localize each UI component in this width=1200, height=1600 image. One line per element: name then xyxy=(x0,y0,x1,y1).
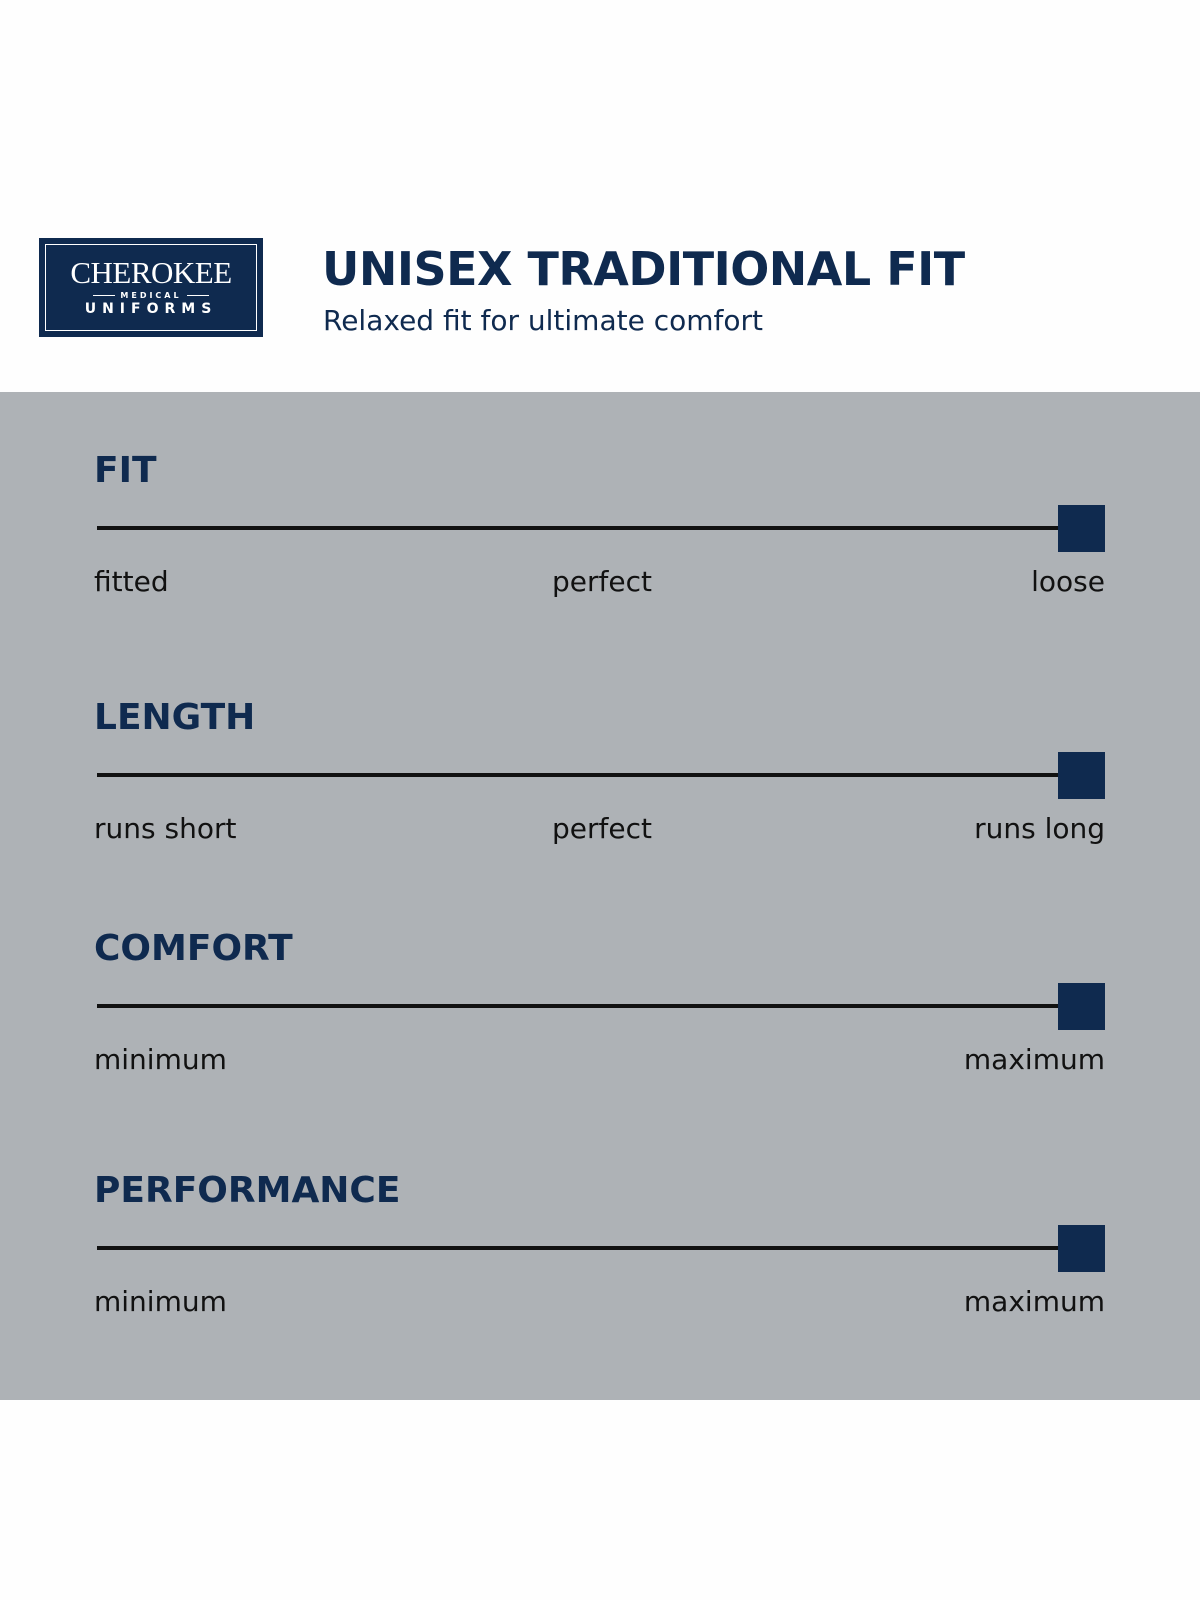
scale-track xyxy=(97,526,1081,530)
page-subtitle: Relaxed fit for ultimate comfort xyxy=(323,304,763,337)
fit-scales-panel xyxy=(0,392,1200,1400)
page-title: UNISEX TRADITIONAL FIT xyxy=(322,242,965,296)
scale-label: minimum xyxy=(94,1043,227,1076)
scale-track xyxy=(97,1004,1081,1008)
scale-label: loose xyxy=(1031,565,1105,598)
scale-marker xyxy=(1058,752,1105,799)
scale-label: maximum xyxy=(963,1043,1105,1076)
scale-heading: PERFORMANCE xyxy=(94,1170,401,1211)
scale-label: runs short xyxy=(94,812,237,845)
scale-label: minimum xyxy=(94,1285,227,1318)
scale-heading: FIT xyxy=(94,450,157,491)
scale-label: fitted xyxy=(94,565,169,598)
scale-label: perfect xyxy=(552,812,652,845)
scale-heading: COMFORT xyxy=(94,928,293,969)
scale-marker xyxy=(1058,1225,1105,1272)
scale-label: runs long xyxy=(974,812,1105,845)
scale-marker xyxy=(1058,983,1105,1030)
scale-heading: LENGTH xyxy=(94,697,256,738)
logo-brand: CHEROKEE xyxy=(70,255,232,290)
logo-medical: MEDICAL xyxy=(46,291,256,300)
scale-track xyxy=(97,1246,1081,1250)
scale-label: perfect xyxy=(552,565,652,598)
scale-track xyxy=(97,773,1081,777)
scale-label: maximum xyxy=(963,1285,1105,1318)
logo-uniforms: UNIFORMS xyxy=(84,301,218,317)
scale-marker xyxy=(1058,505,1105,552)
cherokee-logo: CHEROKEE MEDICAL UNIFORMS xyxy=(39,238,263,337)
